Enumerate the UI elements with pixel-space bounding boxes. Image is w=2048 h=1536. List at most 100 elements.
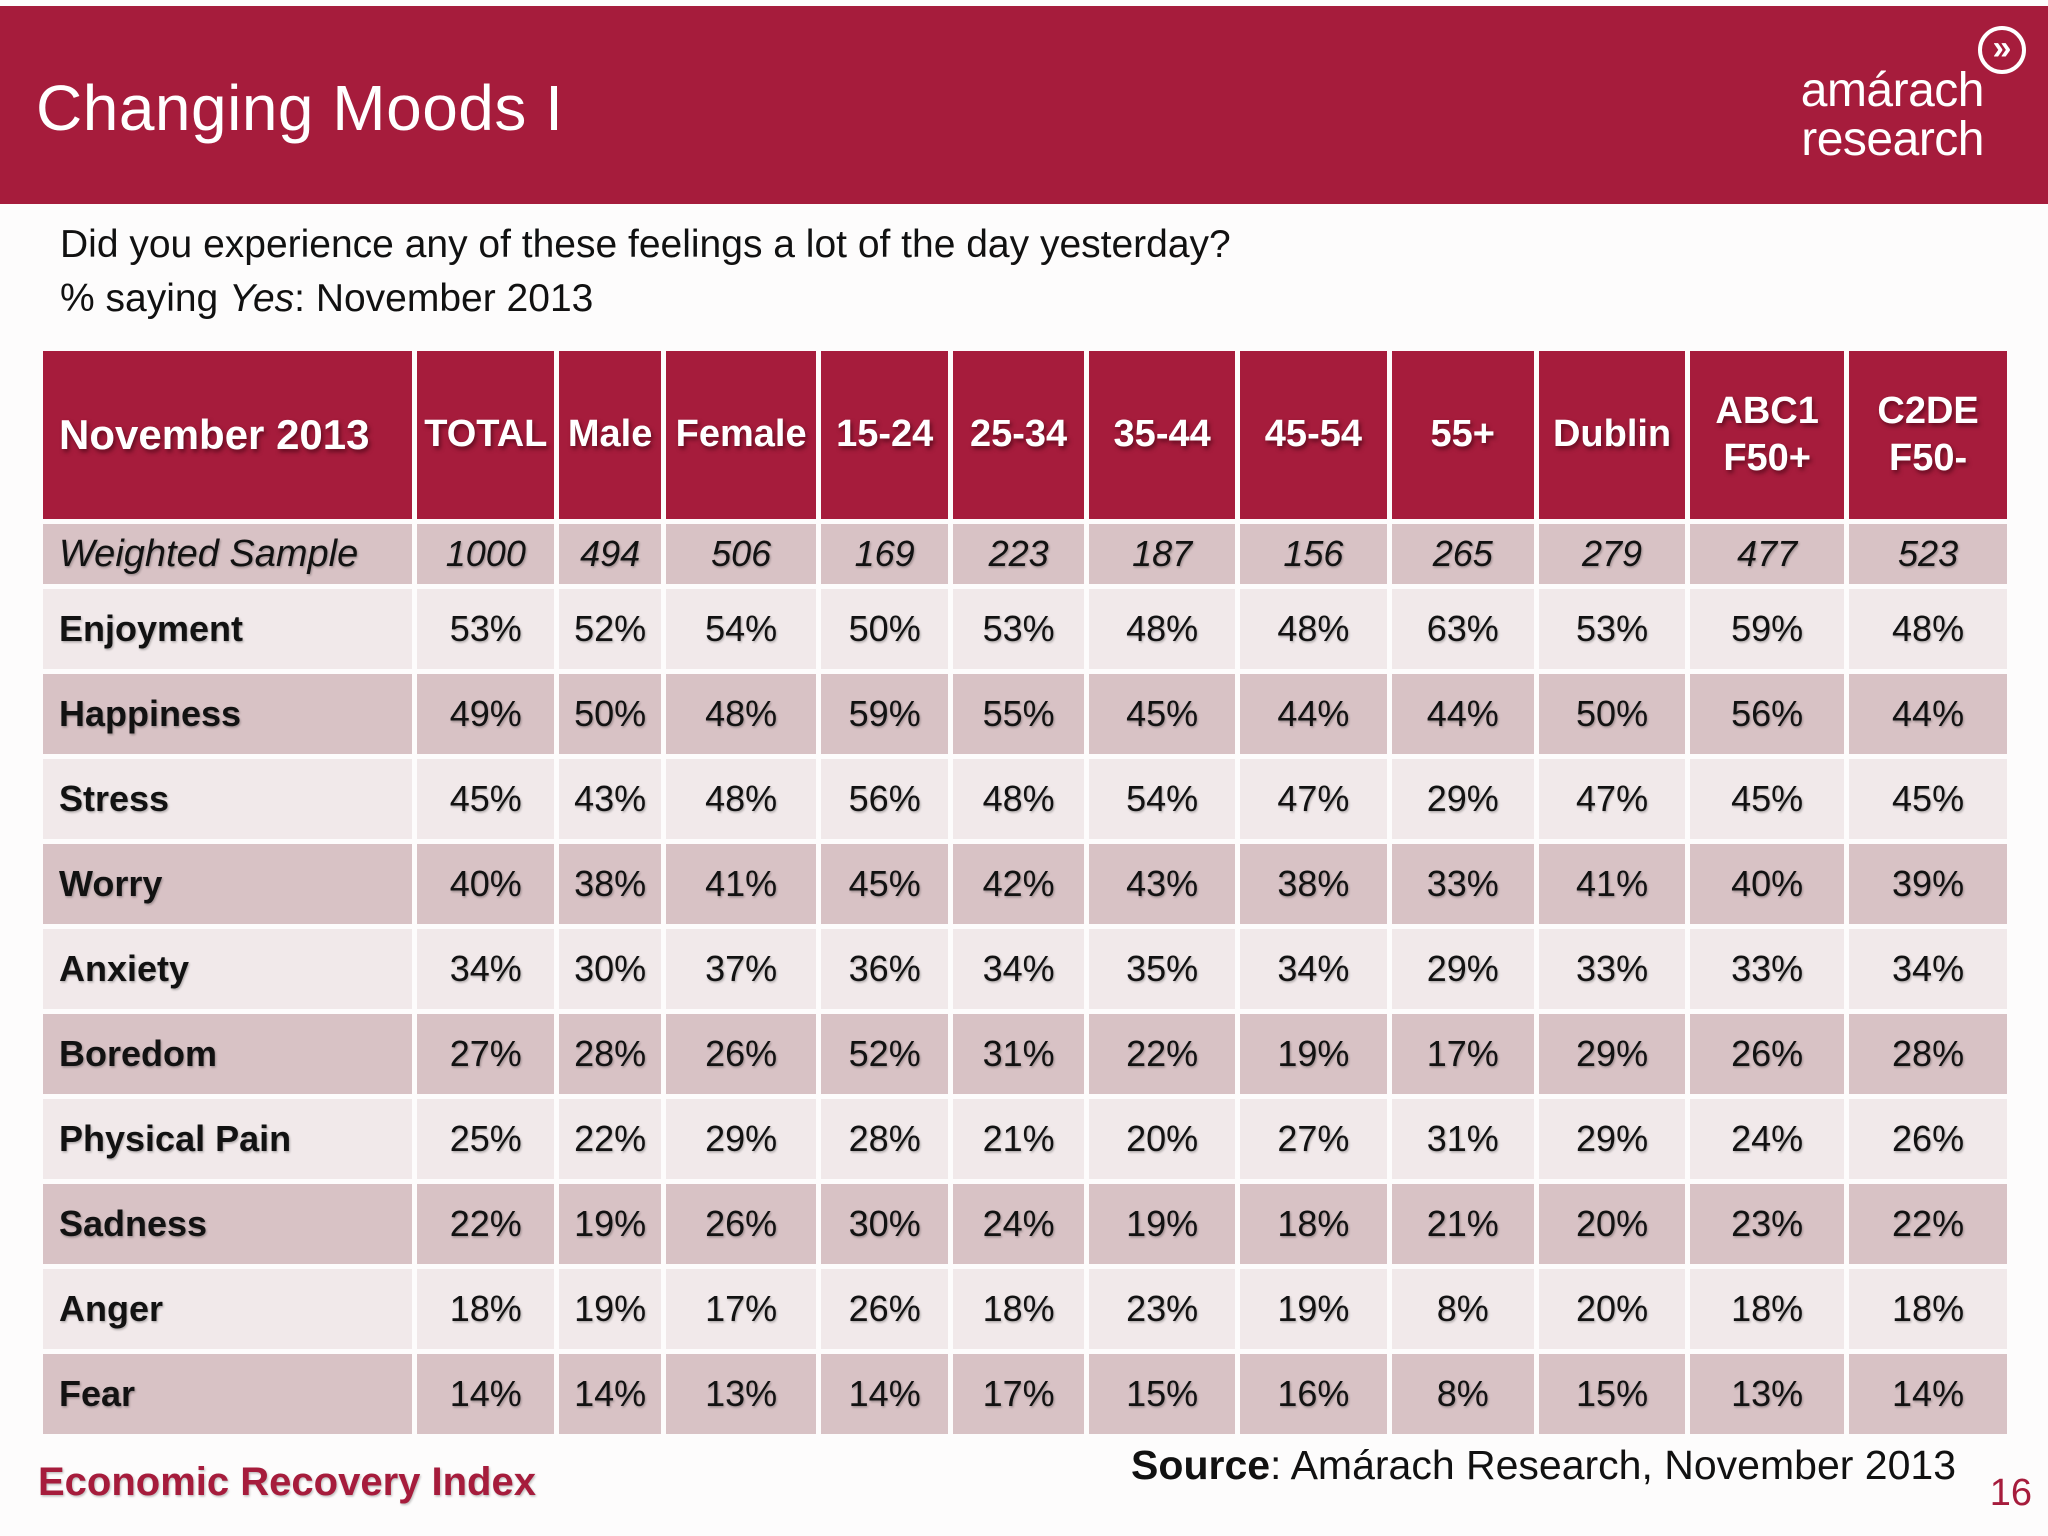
- table-cell: 48%: [1240, 589, 1387, 669]
- source-note: Source: Amárach Research, November 2013: [1131, 1442, 1956, 1489]
- table-cell: 18%: [1690, 1269, 1845, 1349]
- question-line-1: Did you experience any of these feelings…: [60, 223, 1231, 266]
- table-cell: 49%: [417, 674, 555, 754]
- source-label: Source: [1131, 1442, 1271, 1488]
- table-cell: 52%: [821, 1014, 949, 1094]
- table-cell: 34%: [417, 929, 555, 1009]
- table-cell: 37%: [666, 929, 817, 1009]
- row-label: Worry: [43, 844, 413, 924]
- table-cell: 23%: [1089, 1269, 1236, 1349]
- column-header: 35-44: [1089, 351, 1236, 519]
- table-cell: 8%: [1391, 1354, 1534, 1434]
- table-row: Sadness 22% 19% 26% 30% 24% 19% 18% 21% 20% 23% 22%: [43, 1184, 2007, 1264]
- table-cell: 40%: [1690, 844, 1845, 924]
- table-cell: 25%: [417, 1099, 555, 1179]
- table-cell: 17%: [666, 1269, 817, 1349]
- table-cell: 29%: [666, 1099, 817, 1179]
- table-cell: 52%: [559, 589, 662, 669]
- table-cell: 279: [1538, 524, 1686, 584]
- table-cell: 39%: [1849, 844, 2007, 924]
- table-cell: 506: [666, 524, 817, 584]
- table-cell: 26%: [666, 1184, 817, 1264]
- table-cell: 29%: [1391, 929, 1534, 1009]
- table-cell: 31%: [953, 1014, 1085, 1094]
- table-cell: 48%: [1849, 589, 2007, 669]
- table-row: Physical Pain 25% 22% 29% 28% 21% 20% 27% 31% 29%…: [43, 1099, 2007, 1179]
- table-cell: 59%: [821, 674, 949, 754]
- table-cell: 55%: [953, 674, 1085, 754]
- table-cell: 33%: [1391, 844, 1534, 924]
- table-cell: 29%: [1538, 1014, 1686, 1094]
- column-header: TOTAL: [417, 351, 555, 519]
- table-cell: 41%: [1538, 844, 1686, 924]
- table-cell: 30%: [559, 929, 662, 1009]
- page-title: Changing Moods I: [36, 72, 564, 144]
- table-cell: 19%: [1240, 1269, 1387, 1349]
- row-label: Enjoyment: [43, 589, 413, 669]
- table-cell: 22%: [417, 1184, 555, 1264]
- table-cell: 26%: [1849, 1099, 2007, 1179]
- table-cell: 22%: [1849, 1184, 2007, 1264]
- table-cell: 14%: [417, 1354, 555, 1434]
- table-cell: 48%: [666, 759, 817, 839]
- footer-title: Economic Recovery Index: [38, 1460, 536, 1504]
- table-cell: 27%: [417, 1014, 555, 1094]
- table-cell: 26%: [666, 1014, 817, 1094]
- table-cell: 42%: [953, 844, 1085, 924]
- column-header: 15-24: [821, 351, 949, 519]
- table-cell: 45%: [821, 844, 949, 924]
- table-cell: 20%: [1538, 1184, 1686, 1264]
- table-cell: 28%: [559, 1014, 662, 1094]
- table-cell: 15%: [1538, 1354, 1686, 1434]
- table-cell: 18%: [953, 1269, 1085, 1349]
- table-row: Weighted Sample 1000 494 506 169 223 187 156 265…: [43, 524, 2007, 584]
- table-row: Stress 45% 43% 48% 56% 48% 54% 47% 29% 47% 45% 45%: [43, 759, 2007, 839]
- table-cell: 45%: [1690, 759, 1845, 839]
- column-header: 45-54: [1240, 351, 1387, 519]
- table-cell: 14%: [821, 1354, 949, 1434]
- table-cell: 43%: [559, 759, 662, 839]
- table-cell: 56%: [821, 759, 949, 839]
- table-row: Worry 40% 38% 41% 45% 42% 43% 38% 33% 41% 40% 39%: [43, 844, 2007, 924]
- table-cell: 18%: [417, 1269, 555, 1349]
- column-header-period: November 2013: [43, 351, 413, 519]
- column-header: Dublin: [1538, 351, 1686, 519]
- row-label: Physical Pain: [43, 1099, 413, 1179]
- table-cell: 56%: [1690, 674, 1845, 754]
- table-cell: 53%: [1538, 589, 1686, 669]
- table-cell: 31%: [1391, 1099, 1534, 1179]
- table-cell: 53%: [953, 589, 1085, 669]
- table-cell: 47%: [1538, 759, 1686, 839]
- table-cell: 54%: [666, 589, 817, 669]
- table-cell: 14%: [559, 1354, 662, 1434]
- page-number: 16: [1989, 1472, 2032, 1514]
- table-cell: 50%: [1538, 674, 1686, 754]
- table-cell: 48%: [666, 674, 817, 754]
- logo-wordmark: amárach research: [1801, 66, 1985, 164]
- table-cell: 265: [1391, 524, 1534, 584]
- table-cell: 48%: [1089, 589, 1236, 669]
- row-label: Anger: [43, 1269, 413, 1349]
- table-cell: 28%: [1849, 1014, 2007, 1094]
- table-cell: 21%: [1391, 1184, 1534, 1264]
- table-cell: 44%: [1391, 674, 1534, 754]
- question-text: Did you experience any of these feelings…: [60, 218, 1231, 326]
- row-label: Anxiety: [43, 929, 413, 1009]
- table-cell: 34%: [953, 929, 1085, 1009]
- table-cell: 36%: [821, 929, 949, 1009]
- table-cell: 44%: [1849, 674, 2007, 754]
- table-cell: 1000: [417, 524, 555, 584]
- table-cell: 156: [1240, 524, 1387, 584]
- table-cell: 20%: [1538, 1269, 1686, 1349]
- chevron-glyph: »: [1992, 29, 2012, 67]
- table-cell: 19%: [1089, 1184, 1236, 1264]
- table-cell: 29%: [1538, 1099, 1686, 1179]
- table-cell: 33%: [1690, 929, 1845, 1009]
- source-text: : Amárach Research, November 2013: [1270, 1442, 1956, 1488]
- table-cell: 16%: [1240, 1354, 1387, 1434]
- table-cell: 54%: [1089, 759, 1236, 839]
- title-banner: Changing Moods I » amárach research: [0, 6, 2048, 204]
- table-cell: 19%: [559, 1269, 662, 1349]
- table-cell: 19%: [559, 1184, 662, 1264]
- table-cell: 18%: [1240, 1184, 1387, 1264]
